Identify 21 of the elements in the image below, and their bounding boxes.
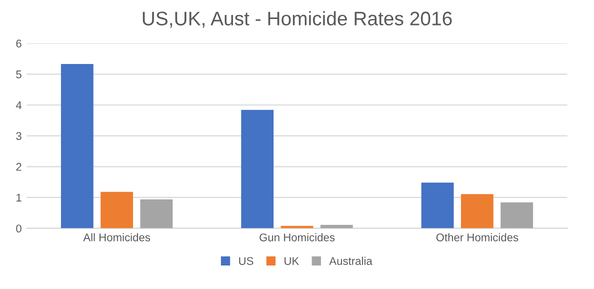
x-tick-label: Other Homicides: [436, 233, 518, 242]
bar: [241, 110, 274, 228]
x-tick-label: Gun Homicides: [260, 233, 335, 242]
bar: [460, 194, 494, 228]
y-tick-label: 3: [16, 132, 22, 140]
y-tick-label: 4: [16, 101, 22, 110]
bar: [60, 64, 94, 228]
bar: [100, 192, 134, 228]
legend-label: US: [239, 257, 254, 265]
bar: [500, 202, 534, 228]
y-tick-label: 6: [16, 40, 22, 48]
y-tick-label: 2: [16, 162, 22, 171]
legend-label: UK: [284, 257, 300, 265]
y-tick-label: 1: [16, 194, 22, 202]
y-tick-label: 0: [16, 224, 22, 232]
legend-label: Australia: [329, 256, 372, 265]
bar: [140, 199, 173, 228]
y-tick-label: 5: [16, 70, 22, 78]
chart-title: US,UK, Aust - Homicide Rates 2016: [142, 11, 452, 28]
bar: [421, 182, 454, 228]
x-tick-label: All Homicides: [83, 233, 150, 242]
